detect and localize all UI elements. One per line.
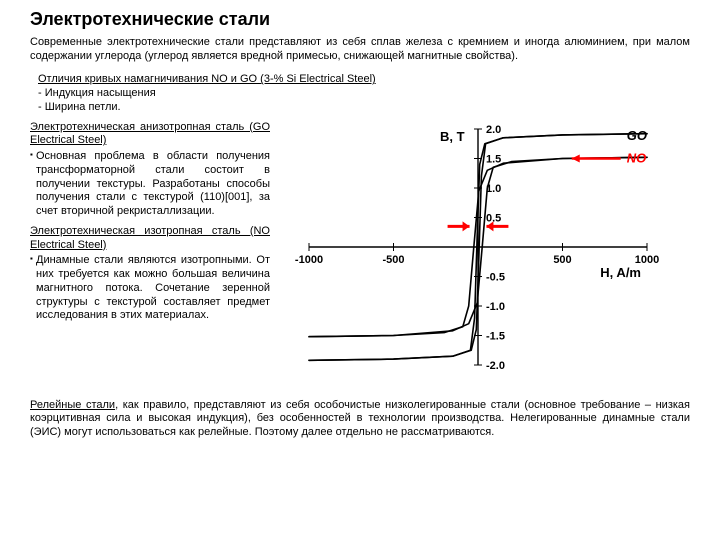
footer-underline: Релейные стали (30, 399, 115, 411)
svg-text:-1.0: -1.0 (486, 301, 505, 313)
svg-text:H, A/m: H, A/m (600, 265, 641, 280)
differences-head: Отличия кривых намагничивания NO и GO (3… (38, 73, 690, 87)
go-section-title: Электротехническая анизотропная сталь (G… (30, 121, 270, 149)
chart-svg: -1000-5005001000-2.0-1.5-1.0-0.50.51.01.… (284, 121, 690, 391)
page-root: Электротехнические стали Современные эле… (0, 0, 720, 540)
svg-text:2.0: 2.0 (486, 124, 501, 136)
footer-paragraph: Релейные стали, как правило, представляю… (30, 399, 690, 440)
svg-text:500: 500 (553, 254, 571, 266)
no-section-body: Динамные стали являются изотропными. От … (30, 254, 270, 323)
intro-paragraph: Современные электротехнические стали пре… (30, 36, 690, 64)
differences-block: Отличия кривых намагничивания NO и GO (3… (38, 73, 690, 114)
svg-text:-1000: -1000 (295, 254, 323, 266)
left-text-column: Электротехническая анизотропная сталь (G… (30, 121, 270, 391)
differences-item-1: - Индукция насыщения (38, 87, 690, 101)
svg-text:NO: NO (627, 150, 647, 165)
two-column-region: Электротехническая анизотропная сталь (G… (30, 121, 690, 391)
svg-text:-2.0: -2.0 (486, 360, 505, 372)
svg-text:-1.5: -1.5 (486, 330, 505, 342)
hysteresis-chart: -1000-5005001000-2.0-1.5-1.0-0.50.51.01.… (284, 121, 690, 391)
svg-text:-0.5: -0.5 (486, 271, 505, 283)
svg-text:1.5: 1.5 (486, 153, 501, 165)
differences-item-2: - Ширина петли. (38, 101, 690, 115)
svg-text:0.5: 0.5 (486, 212, 501, 224)
page-title: Электротехнические стали (30, 10, 290, 30)
svg-text:GO: GO (627, 128, 647, 143)
no-section-title: Электротехническая изотропная сталь (NO … (30, 225, 270, 253)
svg-text:B, T: B, T (440, 129, 465, 144)
go-section-body: Основная проблема в области получения тр… (30, 150, 270, 219)
svg-text:-500: -500 (382, 254, 404, 266)
footer-rest: , как правило, представляют из себя особ… (30, 399, 690, 439)
